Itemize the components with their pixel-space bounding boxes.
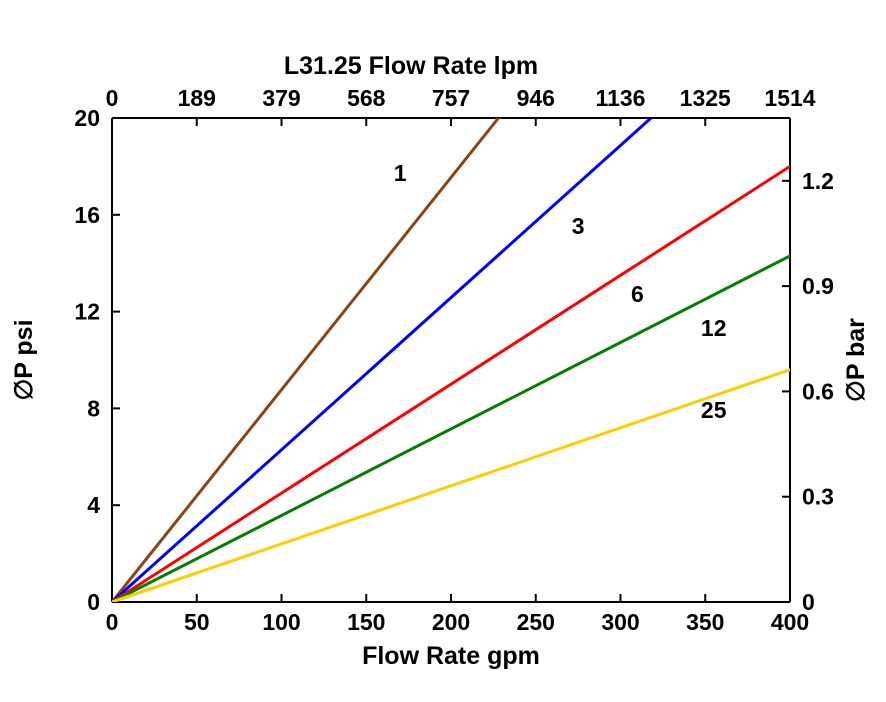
chart-title: L31.25 Flow Rate lpm (284, 52, 538, 80)
y-left-tick-label: 12 (74, 299, 100, 325)
x-bottom-tick-label: 200 (432, 609, 470, 635)
y-left-tick-label: 4 (87, 492, 100, 518)
series-label: 12 (701, 315, 727, 341)
x-bottom-tick-label: 300 (601, 609, 639, 635)
x-top-tick-label: 568 (347, 85, 386, 111)
y-right-tick-label: 1.2 (802, 168, 834, 194)
series-label: 6 (631, 281, 644, 307)
x-top-tick-label: 1325 (680, 85, 731, 111)
y-left-axis-label: ∅P psi (10, 319, 38, 400)
y-right-tick-label: 0 (802, 589, 815, 615)
x-bottom-tick-label: 150 (347, 609, 385, 635)
x-bottom-tick-label: 350 (686, 609, 724, 635)
x-top-tick-label: 379 (262, 85, 300, 111)
y-right-tick-label: 0.9 (802, 273, 834, 299)
chart-container: 050100150200250300350400Flow Rate gpm018… (0, 0, 886, 702)
y-right-tick-label: 0.3 (802, 484, 834, 510)
x-bottom-tick-label: 250 (517, 609, 555, 635)
x-top-tick-label: 1136 (596, 85, 646, 111)
series-label: 3 (572, 213, 585, 239)
flow-rate-chart: 050100150200250300350400Flow Rate gpm018… (0, 0, 886, 702)
y-left-tick-label: 16 (74, 202, 100, 228)
x-top-tick-label: 946 (517, 85, 555, 111)
x-bottom-axis-label: Flow Rate gpm (362, 642, 540, 670)
x-top-tick-label: 757 (432, 85, 470, 111)
y-left-tick-label: 0 (87, 589, 100, 615)
x-top-tick-label: 189 (178, 85, 216, 111)
x-top-tick-label: 0 (106, 85, 119, 111)
y-right-tick-label: 0.6 (802, 378, 834, 404)
series-label: 25 (701, 397, 727, 423)
y-right-axis-label: ∅P bar (842, 318, 870, 402)
series-label: 1 (394, 160, 407, 186)
y-left-tick-label: 8 (87, 395, 100, 421)
x-bottom-tick-label: 0 (106, 609, 119, 635)
x-top-tick-label: 1514 (764, 85, 815, 111)
y-left-tick-label: 20 (74, 105, 100, 131)
x-bottom-tick-label: 50 (184, 609, 210, 635)
x-bottom-tick-label: 100 (262, 609, 300, 635)
